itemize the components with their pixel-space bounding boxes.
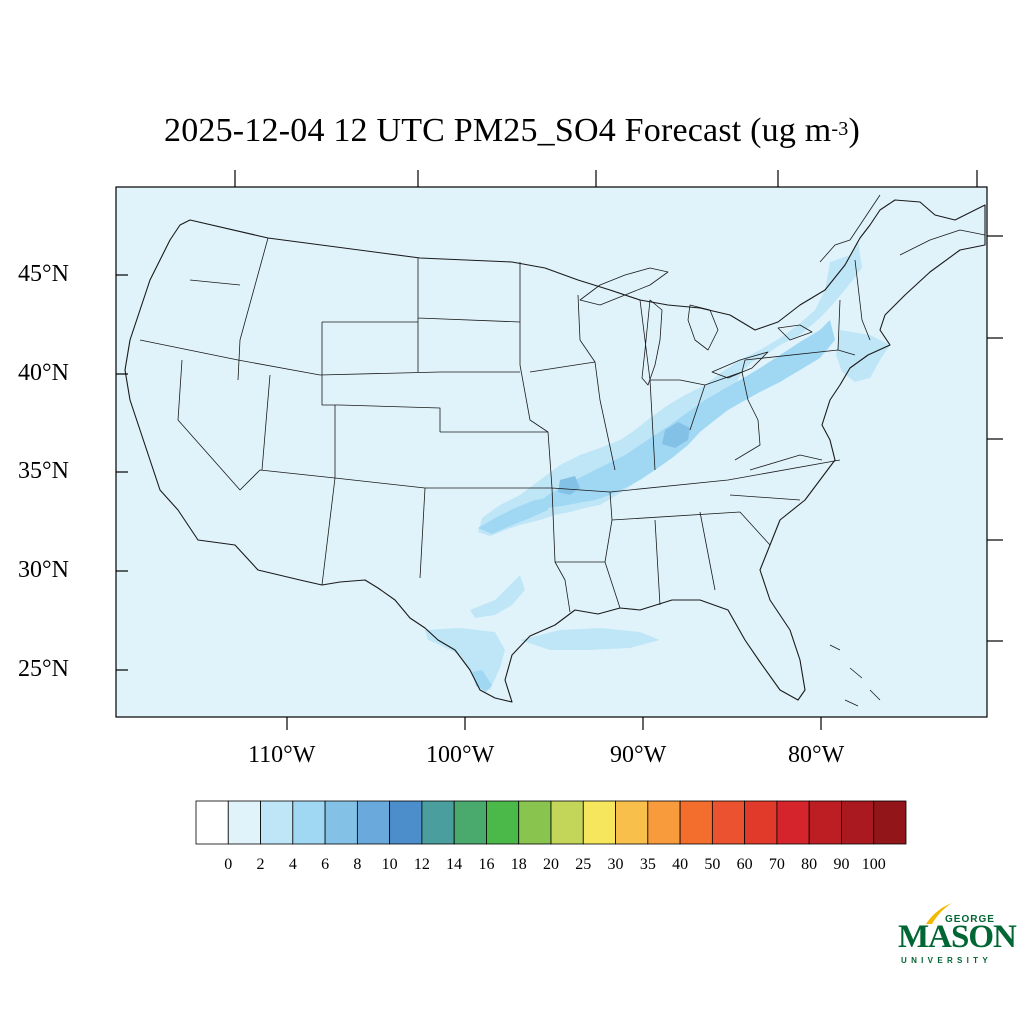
lake-erie [711, 351, 769, 379]
colorbar-label: 25 [575, 856, 592, 873]
colorbar-label: 2 [256, 856, 265, 873]
colorbar-label: 50 [704, 856, 721, 873]
plume-texas-light [470, 575, 525, 618]
axis-ticks [116, 170, 1003, 730]
us-outline [124, 199, 986, 703]
colorbar-swatch [292, 800, 326, 845]
colorbar-label: 8 [353, 856, 362, 873]
colorbar-label: 35 [639, 856, 656, 873]
lon-label-100w: 100°W [426, 742, 495, 768]
colorbar-swatch [841, 800, 875, 845]
plume-gulf-light [520, 628, 660, 650]
colorbar-swatch [389, 800, 423, 845]
colorbar-label: 20 [543, 856, 559, 873]
colorbar-swatch [647, 800, 681, 845]
lake-superior [579, 267, 669, 306]
colorbar-label: 60 [736, 856, 753, 873]
lake-huron [687, 304, 719, 351]
logo-george: GEORGE [945, 914, 995, 925]
colorbar-swatch [453, 800, 487, 845]
colorbar-swatch [356, 800, 391, 845]
title-close: ) [848, 112, 860, 149]
colorbar-label: 14 [446, 856, 463, 873]
colorbar-label: 16 [478, 856, 495, 873]
lat-label-45n: 45°N [18, 261, 69, 287]
plume-kentucky-strong [662, 422, 690, 448]
bahamas [829, 644, 881, 707]
plume-northeast-light [478, 240, 862, 536]
colorbar-swatch [227, 800, 261, 845]
colorbar-swatch [711, 800, 746, 845]
colorbar-swatch [582, 800, 616, 845]
title-exponent: -3 [831, 118, 849, 140]
logo-swoosh-icon [926, 903, 952, 924]
lat-label-35n: 35°N [18, 458, 69, 484]
colorbar-swatch [421, 800, 455, 845]
colorbar-swatch [776, 800, 810, 845]
lake-ontario [777, 324, 813, 341]
colorbar-swatch [195, 800, 229, 845]
colorbar [195, 800, 907, 845]
gmu-logo: GEORGE MASON UNIVERSITY [898, 898, 1017, 970]
title-main: 2025-12-04 12 UTC PM25_SO4 Forecast (ug … [164, 112, 832, 149]
plume-oklahoma-medium [478, 498, 550, 534]
colorbar-label: 4 [288, 856, 297, 873]
colorbar-swatch [679, 800, 713, 845]
colorbar-swatch [518, 800, 552, 845]
state-and-country-boundaries [124, 194, 986, 707]
colorbar-label: 90 [833, 856, 850, 873]
colorbar-label: 40 [672, 856, 689, 873]
figure-title: 2025-12-04 12 UTC PM25_SO4 Forecast (ug … [0, 112, 1024, 150]
lat-label-40n: 40°N [18, 360, 69, 386]
map-frame [115, 186, 988, 718]
colorbar-swatch [808, 800, 842, 845]
colorbar-label: 10 [381, 856, 398, 873]
lon-label-90w: 90°W [610, 742, 667, 768]
colorbar-swatch [260, 800, 294, 845]
colorbar-label: 80 [801, 856, 818, 873]
colorbar-swatch [324, 800, 358, 845]
plume-arkansas-strong [558, 476, 580, 495]
logo-university: UNIVERSITY [901, 956, 993, 965]
colorbar-swatch [873, 800, 907, 845]
colorbar-swatch [615, 800, 649, 845]
colorbar-label: 70 [768, 856, 785, 873]
colorbar-swatch [550, 800, 584, 845]
lon-label-110w: 110°W [248, 742, 316, 768]
plume-south-texas-medium [472, 670, 492, 692]
logo-mason: MASON [898, 919, 1017, 955]
lon-label-80w: 80°W [788, 742, 845, 768]
colorbar-label: 100 [861, 856, 886, 873]
colorbar-label: 12 [413, 856, 430, 873]
colorbar-label: 30 [607, 856, 624, 873]
colorbar-label: 18 [510, 856, 527, 873]
colorbar-label: 6 [321, 856, 330, 873]
colorbar-label: 0 [224, 856, 233, 873]
state-lines [139, 237, 871, 613]
lat-label-25n: 25°N [18, 656, 69, 682]
lat-label-30n: 30°N [18, 557, 69, 583]
colorbar-swatch [744, 800, 778, 845]
canada-coast [819, 194, 986, 263]
lake-michigan [641, 299, 663, 386]
colorbar-swatch [486, 800, 520, 845]
